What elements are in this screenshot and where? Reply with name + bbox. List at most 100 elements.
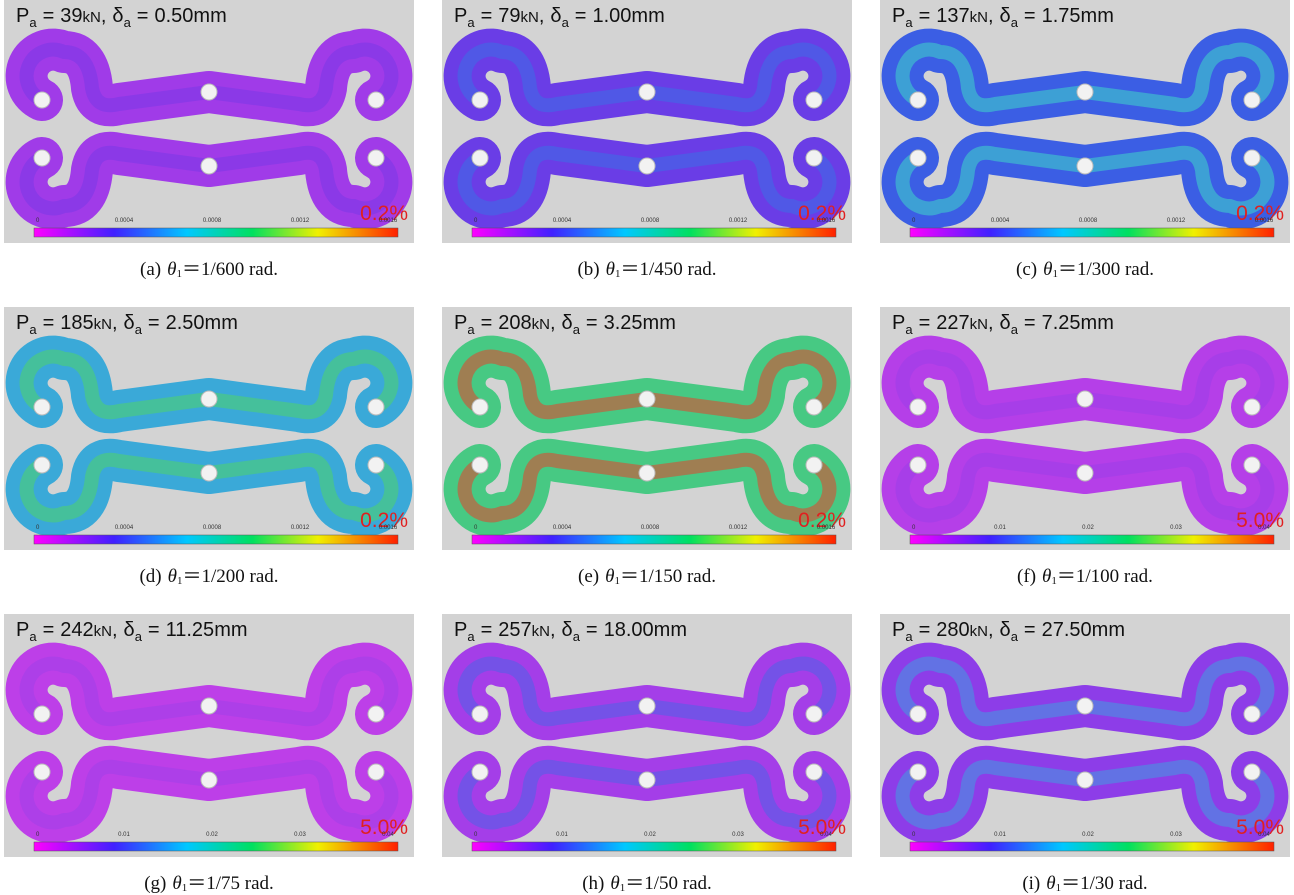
caption-label: (d): [139, 566, 161, 587]
angle-symbol: θ: [606, 259, 615, 280]
colorbar: [472, 228, 836, 237]
colorbar-tick-label: 0.0012: [729, 218, 748, 224]
label-part: 280: [936, 619, 969, 641]
label-part: =: [919, 619, 931, 641]
caption: (g)θ1＝1/75 rad.: [4, 871, 414, 895]
label-part: a: [1011, 322, 1019, 337]
label-part: ,: [988, 5, 994, 27]
colorbar: [910, 535, 1274, 544]
label-part: δ: [562, 619, 573, 641]
bolt-hole: [34, 706, 50, 722]
caption-equals: ＝: [1061, 873, 1080, 894]
angle-symbol: θ: [1042, 566, 1051, 587]
strain-panel: Pa=137kN,δa=1.75mm0.2%00.00040.00080.001…: [880, 0, 1290, 243]
colorbar: [472, 842, 836, 851]
label-part: ,: [988, 312, 994, 334]
colorbar: [34, 228, 398, 237]
rotation: 1/75 rad.: [206, 873, 274, 894]
bolt-hole: [1244, 706, 1260, 722]
label-part: kN: [532, 623, 550, 640]
label-part: =: [148, 619, 160, 641]
label-part: =: [1024, 5, 1036, 27]
label-part: δ: [550, 5, 561, 27]
load-label: Pa=137kN,δa=1.75mm: [892, 5, 1114, 30]
label-part: kN: [970, 316, 988, 333]
label-part: a: [135, 322, 143, 337]
bolt-hole: [34, 764, 50, 780]
label-part: a: [29, 15, 37, 30]
bolt-hole: [910, 150, 926, 166]
bolt-hole: [368, 457, 384, 473]
label-part: P: [16, 5, 29, 27]
colorbar-tick-label: 0.03: [1170, 525, 1182, 531]
label-part: P: [454, 5, 467, 27]
label-part: mm: [193, 5, 226, 27]
bolt-hole: [368, 399, 384, 415]
label-part: a: [562, 15, 570, 30]
label-part: a: [905, 15, 913, 30]
label-part: δ: [1000, 619, 1011, 641]
caption: (a)θ1＝1/600 rad.: [4, 257, 414, 283]
bolt-hole: [1077, 772, 1093, 788]
label-part: mm: [643, 312, 676, 334]
label-part: =: [1024, 619, 1036, 641]
bolt-hole: [472, 150, 488, 166]
label-part: P: [454, 312, 467, 334]
label-part: a: [29, 322, 37, 337]
bolt-hole: [806, 764, 822, 780]
label-part: ,: [550, 312, 556, 334]
label-part: 137: [936, 5, 969, 27]
colorbar-tick-label: 0.02: [206, 832, 218, 838]
caption: (d)θ1＝1/200 rad.: [4, 564, 414, 590]
load-label: Pa=257kN,δa=18.00mm: [454, 619, 687, 644]
label-part: mm: [214, 619, 247, 641]
colorbar-tick-label: 0.0004: [991, 218, 1010, 224]
label-part: 227: [936, 312, 969, 334]
label-part: a: [467, 15, 475, 30]
label-part: δ: [1000, 5, 1011, 27]
label-part: mm: [1092, 619, 1125, 641]
caption-equals: ＝: [1057, 566, 1076, 587]
bolt-hole: [910, 399, 926, 415]
label-part: ,: [988, 619, 994, 641]
colorbar-tick-label: 0.0004: [115, 218, 134, 224]
bolt-hole: [201, 158, 217, 174]
figure: Pa=39kN,δa=0.50mm0.2%00.00040.00080.0012…: [0, 0, 1294, 895]
colorbar-tick-label: 0.0016: [379, 525, 398, 531]
colorbar-tick-label: 0.01: [118, 832, 130, 838]
rotation: 1/50 rad.: [644, 873, 712, 894]
bolt-hole: [639, 772, 655, 788]
load-label: Pa=280kN,δa=27.50mm: [892, 619, 1125, 644]
label-part: a: [573, 629, 581, 644]
caption: (e)θ1＝1/150 rad.: [442, 564, 852, 590]
colorbar-tick-label: 0.01: [994, 832, 1006, 838]
label-part: 27.50: [1042, 619, 1092, 641]
label-part: 11.25: [166, 619, 215, 641]
strain-panel: Pa=280kN,δa=27.50mm5.0%00.010.020.030.04: [880, 614, 1290, 857]
bolt-hole: [201, 391, 217, 407]
bolt-hole: [806, 399, 822, 415]
colorbar-tick-label: 0.04: [820, 832, 832, 838]
colorbar-tick-label: 0.0016: [817, 525, 836, 531]
label-part: a: [135, 629, 143, 644]
label-part: a: [573, 322, 581, 337]
colorbar-tick-label: 0.0016: [1255, 218, 1274, 224]
bolt-hole: [806, 457, 822, 473]
caption: (f)θ1＝1/100 rad.: [880, 564, 1290, 590]
label-part: =: [43, 619, 55, 641]
label-part: kN: [532, 316, 550, 333]
bolt-hole: [639, 158, 655, 174]
caption: (c)θ1＝1/300 rad.: [880, 257, 1290, 283]
caption-equals: ＝: [620, 259, 639, 280]
label-part: a: [1011, 15, 1019, 30]
caption-label: (h): [582, 873, 604, 894]
label-part: 185: [60, 312, 93, 334]
caption-equals: ＝: [182, 566, 201, 587]
colorbar: [34, 842, 398, 851]
colorbar: [472, 535, 836, 544]
bolt-hole: [472, 92, 488, 108]
colorbar-tick-label: 0.01: [994, 525, 1006, 531]
colorbar-tick-label: 0.0004: [553, 218, 572, 224]
